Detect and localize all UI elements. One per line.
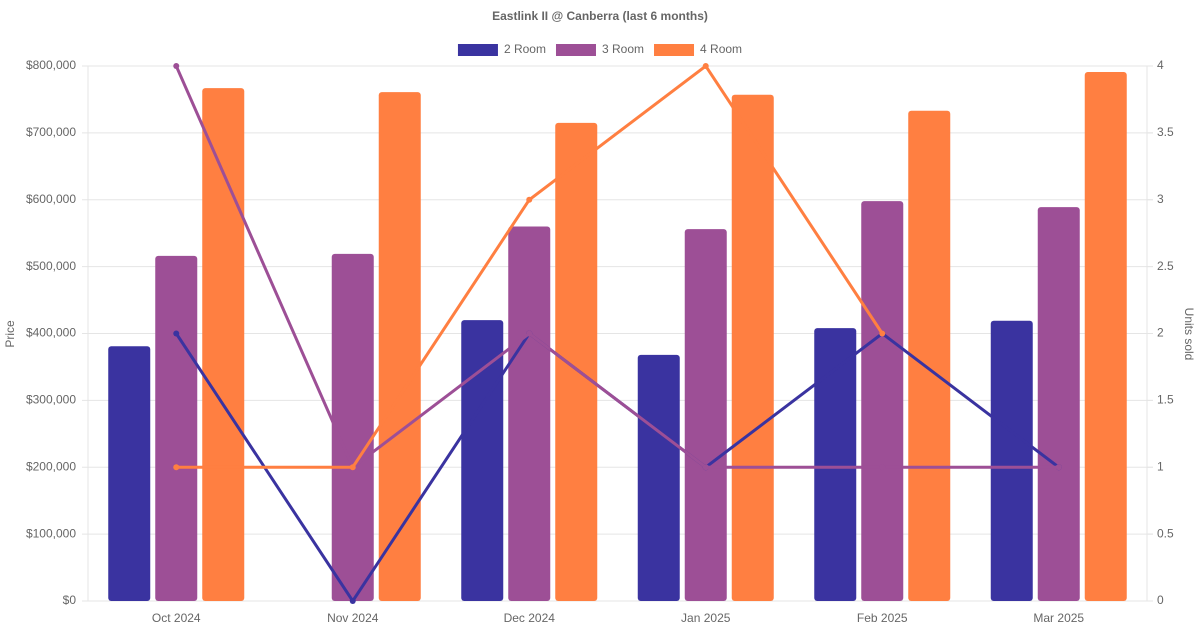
y-tick-label: $200,000 bbox=[26, 459, 76, 473]
y-tick-label: $400,000 bbox=[26, 326, 76, 340]
y-tick-label: $600,000 bbox=[26, 192, 76, 206]
legend-label: 2 Room bbox=[504, 42, 546, 56]
units-point bbox=[349, 464, 356, 471]
legend-swatch bbox=[654, 44, 695, 56]
y2-tick-label: 0.5 bbox=[1157, 526, 1174, 540]
units-line bbox=[174, 65, 1059, 470]
units-point bbox=[702, 464, 709, 471]
bar bbox=[202, 88, 245, 602]
chart-title: Eastlink II @ Canberra (last 6 months) bbox=[492, 9, 708, 23]
bar bbox=[1084, 72, 1127, 602]
y-axis-title: Price bbox=[3, 320, 17, 348]
y-tick-label: $300,000 bbox=[26, 393, 76, 407]
y2-tick-label: 2.5 bbox=[1157, 259, 1174, 273]
y2-tick-label: 1.5 bbox=[1157, 393, 1174, 407]
y-tick-label: $0 bbox=[63, 593, 77, 607]
bar bbox=[331, 253, 374, 601]
bar bbox=[461, 320, 504, 601]
y2-tick-label: 1 bbox=[1157, 459, 1164, 473]
legend-swatch bbox=[457, 44, 498, 56]
x-tick-label: Feb 2025 bbox=[857, 611, 908, 625]
bar bbox=[637, 354, 680, 601]
x-tick-label: Dec 2024 bbox=[504, 611, 556, 625]
y2-tick-label: 3 bbox=[1157, 192, 1164, 206]
y2-tick-label: 3.5 bbox=[1157, 125, 1174, 139]
units-point bbox=[173, 464, 180, 471]
x-tick-label: Mar 2025 bbox=[1033, 611, 1084, 625]
legend-swatch bbox=[555, 44, 596, 56]
units-point bbox=[879, 330, 886, 337]
bar bbox=[731, 94, 774, 601]
legend-label: 4 Room bbox=[700, 42, 742, 56]
y-tick-label: $500,000 bbox=[26, 259, 76, 273]
x-tick-label: Oct 2024 bbox=[152, 611, 201, 625]
legend-label: 3 Room bbox=[602, 42, 644, 56]
x-tick-label: Nov 2024 bbox=[327, 611, 379, 625]
bar bbox=[1037, 207, 1080, 601]
bar bbox=[508, 226, 551, 601]
units-point bbox=[526, 196, 533, 203]
units-point bbox=[702, 63, 709, 69]
y-tick-label: $100,000 bbox=[26, 526, 76, 540]
y2-axis-title: Units sold bbox=[1182, 308, 1196, 361]
bar bbox=[684, 229, 727, 602]
bar bbox=[861, 201, 904, 601]
bar bbox=[990, 320, 1033, 601]
bar bbox=[155, 255, 198, 602]
units-point bbox=[173, 330, 180, 337]
units-point bbox=[173, 63, 180, 69]
bar bbox=[108, 346, 151, 601]
bar bbox=[555, 122, 598, 601]
y2-tick-label: 2 bbox=[1157, 326, 1164, 340]
units-point bbox=[1055, 464, 1062, 471]
y2-tick-label: 0 bbox=[1157, 593, 1164, 607]
bar bbox=[378, 92, 421, 602]
units-point bbox=[349, 598, 356, 604]
units-point bbox=[526, 330, 533, 337]
bar bbox=[814, 328, 857, 601]
x-tick-label: Jan 2025 bbox=[681, 611, 731, 625]
bar bbox=[908, 110, 951, 602]
y-tick-label: $700,000 bbox=[26, 125, 76, 139]
units-point bbox=[879, 464, 886, 471]
y2-tick-label: 4 bbox=[1157, 58, 1164, 72]
legend: 2 Room 3 Room 4 Room bbox=[457, 42, 742, 56]
y-tick-label: $800,000 bbox=[26, 58, 76, 72]
